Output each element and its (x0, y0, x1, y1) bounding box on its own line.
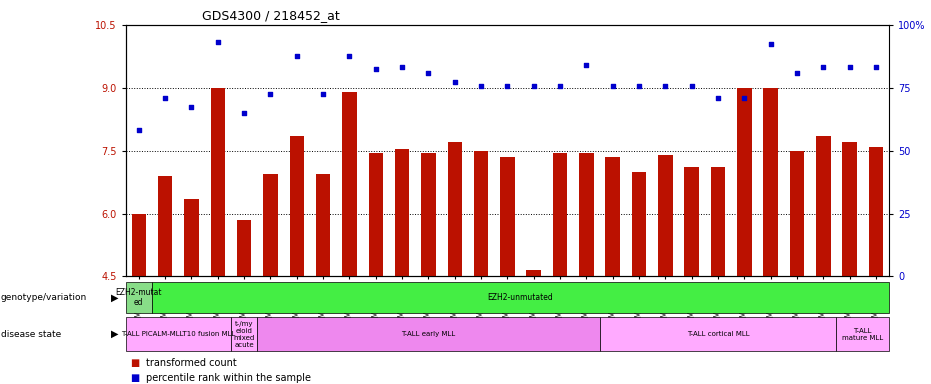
Point (526, 83, 541, 89)
Bar (527, 270, 541, 384)
Text: percentile rank within the sample: percentile rank within the sample (146, 373, 311, 383)
Text: GDS4300 / 218452_at: GDS4300 / 218452_at (202, 9, 340, 22)
Bar (290, 136, 304, 384)
Bar (605, 157, 620, 384)
Point (263, 91, 278, 97)
Bar (658, 155, 672, 384)
Point (736, 95, 751, 101)
Bar (343, 92, 357, 384)
Point (684, 83, 699, 89)
Point (763, 41, 778, 47)
Bar (843, 142, 857, 384)
Point (553, 83, 568, 89)
Text: ■: ■ (130, 358, 140, 368)
Point (816, 64, 830, 70)
Bar (710, 167, 725, 384)
Bar (395, 149, 410, 384)
Point (474, 83, 489, 89)
Bar (231, 317, 257, 351)
Point (184, 104, 199, 110)
Text: T-ALL cortical MLL: T-ALL cortical MLL (687, 331, 749, 337)
Point (579, 62, 594, 68)
Bar (131, 214, 146, 384)
Bar (126, 282, 152, 313)
Point (421, 70, 436, 76)
Bar (316, 174, 331, 384)
Text: ▶: ▶ (111, 293, 118, 303)
Text: T-ALL PICALM-MLLT10 fusion MLL: T-ALL PICALM-MLLT10 fusion MLL (121, 331, 236, 337)
Text: T-ALL early MLL: T-ALL early MLL (401, 331, 455, 337)
Point (131, 127, 146, 133)
Text: disease state: disease state (1, 329, 61, 339)
Text: genotype/variation: genotype/variation (1, 293, 88, 302)
Bar (126, 317, 231, 351)
Point (447, 78, 462, 84)
Text: ▶: ▶ (111, 329, 118, 339)
Bar (421, 153, 436, 384)
Point (631, 83, 646, 89)
Point (789, 70, 804, 76)
Bar (869, 147, 884, 384)
Point (342, 53, 357, 60)
Text: EZH2-mutat
ed: EZH2-mutat ed (115, 288, 162, 307)
Text: t-/my
eloid
mixed
acute: t-/my eloid mixed acute (234, 321, 255, 348)
Bar (737, 88, 751, 384)
Point (369, 66, 384, 72)
Bar (816, 136, 830, 384)
Bar (632, 172, 646, 384)
Bar (236, 220, 251, 384)
Text: ■: ■ (130, 373, 140, 383)
Point (210, 39, 225, 45)
Text: EZH2-unmutated: EZH2-unmutated (488, 293, 553, 302)
Point (236, 110, 251, 116)
Point (290, 53, 304, 60)
Point (500, 83, 515, 89)
Point (605, 83, 620, 89)
Bar (184, 199, 198, 384)
Bar (600, 317, 836, 351)
Bar (579, 153, 594, 384)
Bar (257, 317, 600, 351)
Point (157, 95, 172, 101)
Point (869, 64, 884, 70)
Bar (158, 176, 172, 384)
Bar (474, 151, 488, 384)
Point (395, 64, 410, 70)
Point (710, 95, 725, 101)
Bar (684, 167, 699, 384)
Point (316, 91, 331, 97)
Bar (500, 157, 515, 384)
Point (658, 83, 673, 89)
Bar (210, 88, 225, 384)
Bar (836, 317, 889, 351)
Bar (789, 151, 804, 384)
Bar (369, 153, 383, 384)
Bar (763, 88, 778, 384)
Text: T-ALL
mature MLL: T-ALL mature MLL (843, 328, 884, 341)
Bar (553, 153, 567, 384)
Bar (448, 142, 462, 384)
Text: transformed count: transformed count (146, 358, 236, 368)
Bar (263, 174, 277, 384)
Point (843, 64, 857, 70)
